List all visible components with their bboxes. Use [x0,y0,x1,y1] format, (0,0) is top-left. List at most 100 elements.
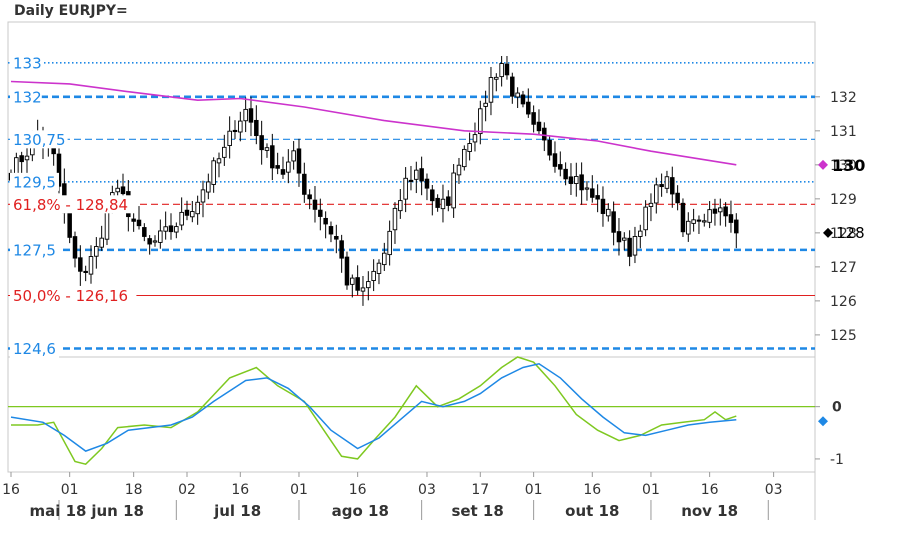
candle-body-117 [632,235,638,256]
candle-body-57 [312,199,318,210]
month-label-4: set 18 [451,502,503,520]
candle-body-67 [366,281,371,289]
candle-body-98 [531,112,536,125]
candle-body-15 [88,256,94,275]
candle-body-122 [659,184,664,188]
price-tick-label-131: 131 [830,124,857,140]
candle-body-78 [424,178,430,189]
candle-body-115 [622,237,627,241]
candle-body-45 [248,108,254,123]
candle-body-126 [680,202,686,233]
candle-body-76 [414,169,419,180]
price-tick-label-132: 132 [830,90,857,106]
candle-body-103 [558,164,563,170]
oscillator-fast-line [11,356,737,466]
candle-body-131 [707,209,712,223]
x-tick-label-11: 01 [642,482,660,498]
level-label-bg-3 [10,172,59,191]
candle-body-17 [99,237,104,248]
candle-body-106 [574,176,579,184]
month-label-5: out 18 [565,502,619,520]
x-tick-label-7: 03 [418,482,436,498]
candle-body-89 [483,102,488,107]
x-tick-label-4: 16 [231,482,249,498]
candle-body-82 [446,196,451,206]
level-label-bg-0 [10,53,42,72]
candle-body-113 [611,211,616,233]
candle-body-90 [488,77,494,103]
candle-body-12 [72,236,78,259]
level-label-bg-1 [10,87,42,106]
candle-body-52 [286,161,291,173]
candle-body-94 [510,76,515,97]
candle-body-62 [339,240,344,259]
candle-body-133 [718,207,723,213]
month-label-1: jun 18 [90,502,144,520]
month-label-2: jul 18 [213,502,261,520]
candle-body-111 [600,198,606,214]
candle-body-83 [451,172,456,209]
x-tick-label-1: 01 [61,482,79,498]
candle-body-64 [350,277,355,285]
candle-body-105 [568,176,574,184]
level-label-2: 130,75 [13,131,66,149]
candle-body-95 [515,92,520,98]
candle-body-116 [627,237,632,257]
oscillator-panel-frame [7,356,816,473]
ma-value-marker [818,159,828,170]
candle-body-75 [408,179,414,182]
candle-body-65 [355,277,360,291]
candle-body-26 [147,238,152,245]
candle-body-114 [616,231,622,243]
candle-body-102 [552,153,558,167]
candle-body-73 [398,200,403,212]
candle-body-55 [302,173,307,195]
candle-body-81 [440,198,446,210]
candle-body-101 [547,139,552,156]
candle-body-79 [430,189,435,202]
candle-body-21 [120,186,126,195]
candle-body-109 [590,188,595,198]
candle-body-120 [648,202,654,208]
x-tick-label-2: 18 [125,482,143,498]
candle-body-54 [296,148,302,174]
level-label-3: 129,5 [13,173,56,191]
candle-body-2 [19,155,24,163]
candle-body-41 [227,130,232,146]
x-tick-label-8: 17 [471,482,489,498]
candle-body-124 [670,177,675,195]
price-tick-label-127: 127 [830,260,857,276]
level-label-bg-2 [10,130,68,149]
candle-body-68 [371,270,376,281]
candle-body-125 [675,192,680,204]
candle-body-60 [328,226,334,235]
candle-body-50 [275,165,280,169]
candle-body-134 [723,206,728,217]
candle-body-43 [238,120,243,133]
x-tick-label-12: 16 [701,482,719,498]
x-tick-label-3: 02 [178,482,196,498]
candle-body-23 [131,218,136,222]
candle-body-49 [270,145,275,169]
candle-body-38 [211,160,216,185]
candle-body-33 [184,209,190,216]
chart-title: Daily EURJPY= [14,3,128,19]
candle-body-136 [734,219,739,234]
candle-body-39 [216,158,222,164]
candle-body-84 [456,164,462,176]
price-tick-label-130: 130 [830,158,857,174]
price-tick-label-125: 125 [830,328,857,344]
candle-body-32 [179,211,184,226]
candle-body-3 [24,155,30,161]
osc-tick-label-0: 0 [832,400,842,416]
x-tick-label-6: 16 [349,482,367,498]
level-label-bg-4 [10,195,137,214]
candle-body-25 [142,227,147,237]
candle-body-61 [334,236,339,240]
last-price-label: 128 [836,224,865,242]
candle-body-46 [254,119,259,137]
candle-body-97 [526,101,531,115]
level-label-5: 127,5 [13,241,56,259]
price-tick-label-126: 126 [830,294,857,310]
